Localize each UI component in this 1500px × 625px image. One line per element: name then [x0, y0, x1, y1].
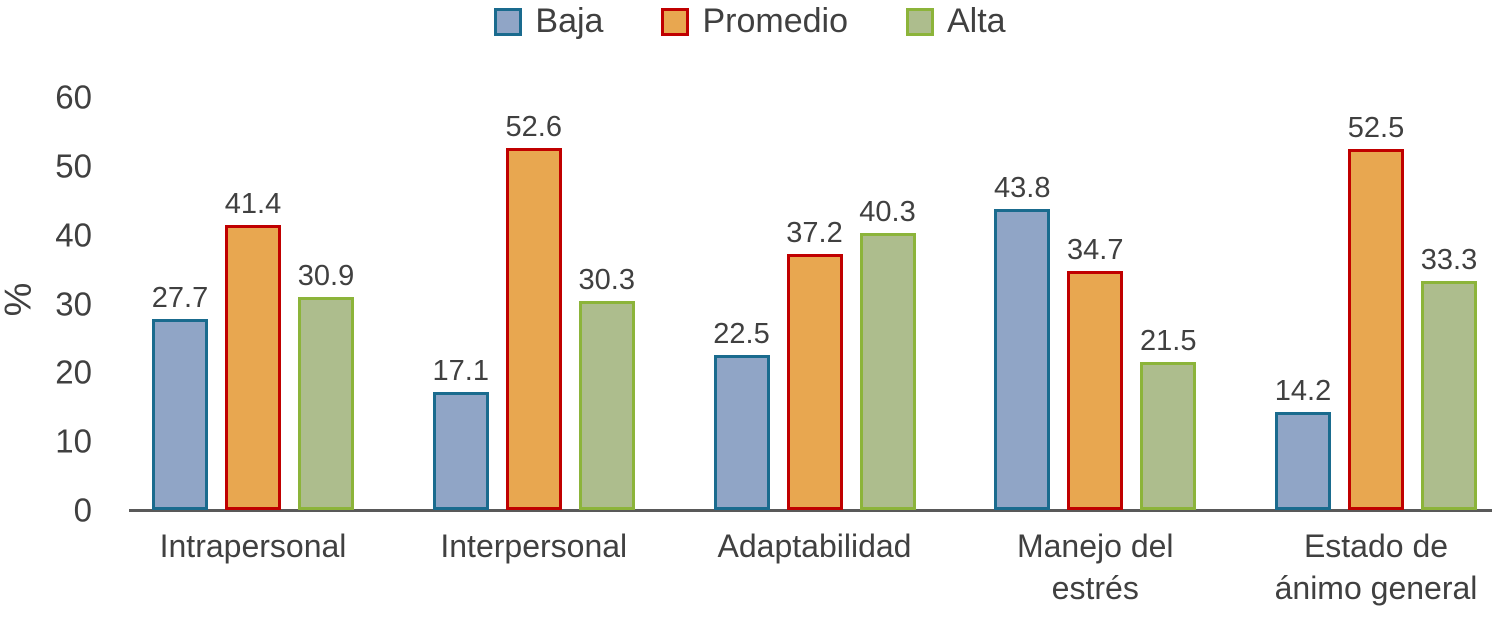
- bar-alta: 30.3: [579, 264, 635, 510]
- category-label: Interpersonal: [440, 528, 628, 564]
- bar-promedio: 41.4: [225, 188, 281, 510]
- plot-area: 27.7 41.4 30.9 Intrapersonal 17.1 52.6 30.3 Int…: [129, 97, 1492, 606]
- y-tick-label: 30: [55, 285, 92, 322]
- bar-value-label: 41.4: [224, 188, 282, 221]
- legend-swatch-icon: [494, 7, 523, 36]
- legend-swatch-icon: [905, 7, 934, 36]
- legend-label: Promedio: [702, 2, 848, 40]
- bar-baja: 17.1: [433, 355, 489, 510]
- y-tick-label: 10: [55, 422, 92, 460]
- bar-group: 22.5 37.2 40.3 Adaptabilidad: [699, 97, 931, 564]
- y-tick-label: 20: [55, 353, 92, 391]
- bar-value-label: 37.2: [786, 216, 843, 249]
- bar-value-label: 30.9: [297, 260, 355, 293]
- bar-value-label: 33.3: [1420, 243, 1478, 276]
- bar-group: 17.1 52.6 30.3 Interpersonal: [418, 97, 650, 564]
- bar-baja: 27.7: [152, 282, 208, 510]
- category-label: Adaptabilidad: [717, 528, 912, 564]
- bar-promedio: 34.7: [1067, 234, 1123, 510]
- bar-baja: 22.5: [713, 318, 770, 510]
- bar-value-label: 22.5: [713, 318, 770, 351]
- bar-value-label: 40.3: [859, 195, 916, 228]
- bar-promedio: 52.5: [1348, 112, 1404, 510]
- bar-group: 27.7 41.4 30.9 Intrapersonal: [137, 97, 369, 564]
- bar-baja: 14.2: [1275, 375, 1331, 510]
- bar-alta: 21.5: [1140, 325, 1196, 510]
- y-tick-label: 50: [55, 147, 92, 185]
- y-tick-label: 0: [73, 491, 92, 529]
- bar-value-label: 14.2: [1274, 375, 1332, 408]
- bar-baja: 43.8: [994, 172, 1050, 510]
- bar-value-label: 17.1: [432, 355, 489, 388]
- bar-value-label: 52.5: [1347, 111, 1405, 144]
- bar-value-label: 34.7: [1067, 234, 1124, 267]
- bar-group: 43.8 34.7 21.5 Manejo del estrés: [979, 97, 1211, 606]
- y-tick-label: 60: [55, 78, 92, 116]
- bar-group: 14.2 52.5 33.3 Estado de ánimo general: [1260, 97, 1492, 606]
- bar-value-label: 21.5: [1140, 325, 1197, 358]
- legend-label: Baja: [535, 2, 604, 40]
- category-label: Manejo del estrés: [1016, 528, 1174, 606]
- bar-alta: 30.9: [298, 260, 354, 510]
- legend-label: Alta: [946, 2, 1006, 40]
- bar-value-label: 30.3: [578, 264, 635, 297]
- legend-item-alta: Alta: [905, 2, 1006, 41]
- y-axis-ticks: 0 10 20 30 40 50 60: [0, 81, 92, 527]
- bar-alta: 40.3: [859, 196, 916, 510]
- legend-swatch-icon: [661, 7, 690, 36]
- chart-legend: Baja Promedio Alta: [0, 2, 1500, 41]
- bar-value-label: 52.6: [505, 110, 562, 143]
- bar-value-label: 43.8: [994, 171, 1051, 204]
- y-tick-label: 40: [55, 216, 92, 254]
- bar-value-label: 27.7: [151, 282, 209, 315]
- x-axis-line: [129, 509, 1492, 512]
- category-label: Intrapersonal: [159, 528, 347, 564]
- legend-item-baja: Baja: [494, 2, 603, 41]
- bar-alta: 33.3: [1421, 244, 1477, 510]
- category-label: Estado de ánimo general: [1274, 528, 1478, 606]
- bar-promedio: 52.6: [506, 111, 562, 510]
- legend-item-promedio: Promedio: [661, 2, 848, 41]
- bar-promedio: 37.2: [786, 217, 843, 510]
